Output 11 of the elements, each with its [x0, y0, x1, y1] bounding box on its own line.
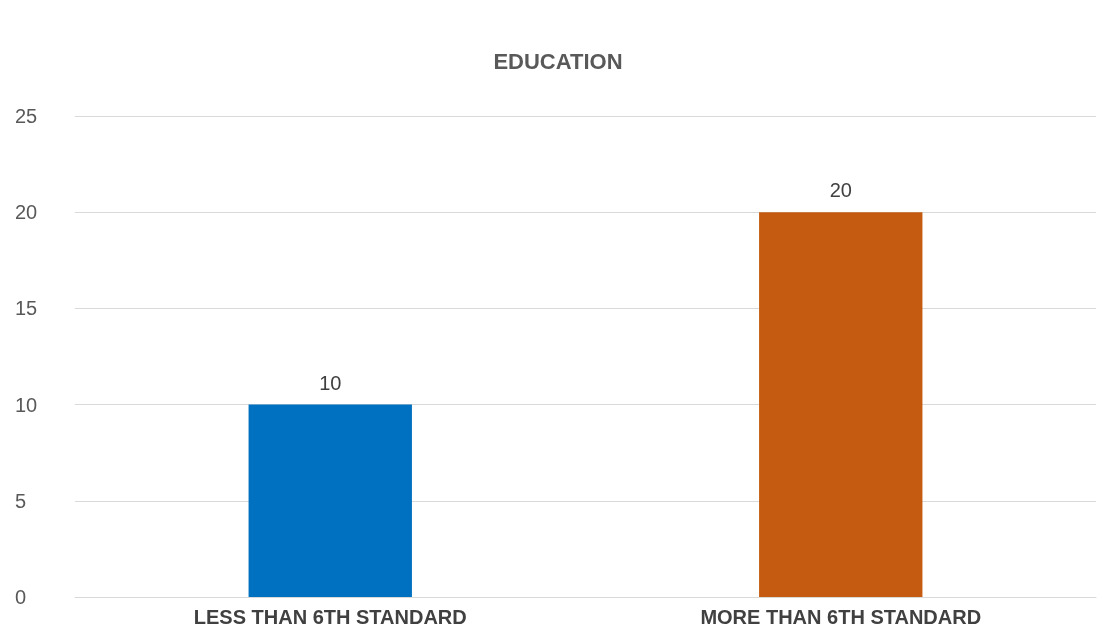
y-tick-label: 20 — [15, 201, 38, 224]
x-tick-label: MORE THAN 6TH STANDARD — [700, 606, 982, 628]
y-tick-label: 5 — [15, 489, 27, 512]
chart-title: EDUCATION — [493, 48, 623, 74]
data-label: 10 — [319, 371, 342, 394]
y-tick-label: 0 — [15, 586, 27, 608]
y-tick-label: 10 — [15, 393, 38, 416]
y-tick-label: 25 — [15, 105, 38, 127]
x-tick-label: LESS THAN 6TH STANDARD — [193, 606, 467, 628]
y-tick-label: 15 — [15, 297, 38, 320]
data-label: 20 — [829, 179, 852, 202]
